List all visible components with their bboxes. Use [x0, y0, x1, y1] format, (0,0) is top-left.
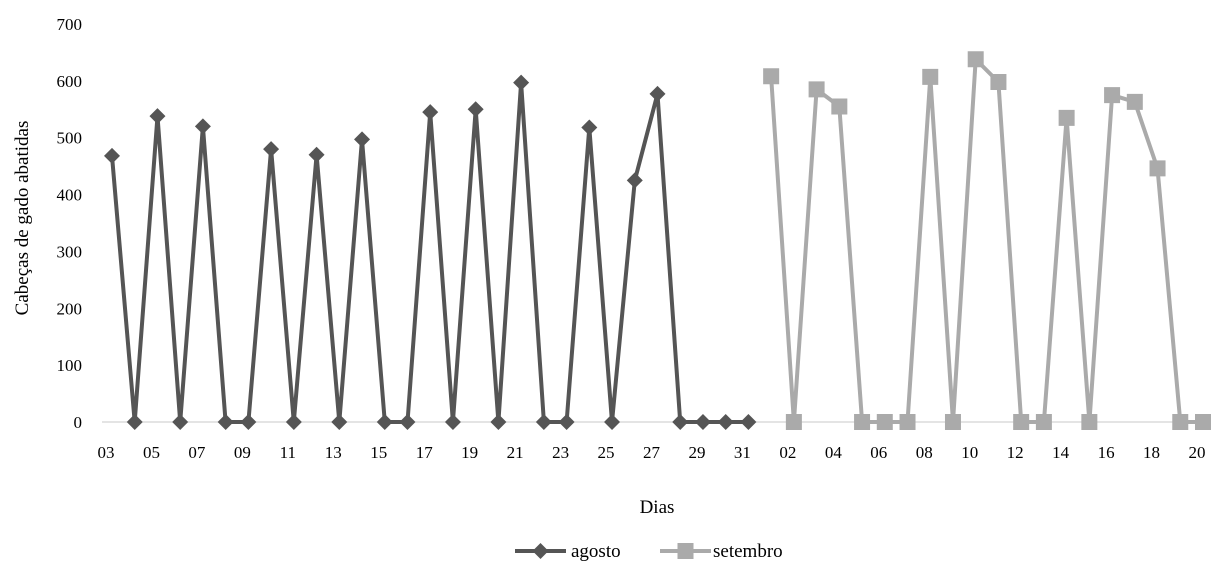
data-point-setembro — [876, 414, 893, 430]
x-tick-label: 11 — [280, 443, 296, 462]
data-point-agosto — [513, 74, 530, 91]
data-point-setembro — [831, 98, 848, 115]
x-tick-label: 10 — [961, 443, 978, 462]
x-tick-label: 14 — [1052, 443, 1070, 462]
y-tick-label: 300 — [57, 242, 83, 261]
data-point-agosto — [354, 131, 371, 148]
data-point-agosto — [740, 414, 757, 430]
data-point-agosto — [490, 414, 507, 430]
data-point-agosto — [626, 172, 643, 189]
data-point-agosto — [172, 414, 189, 430]
x-tick-label: 09 — [234, 443, 251, 462]
data-point-agosto — [285, 414, 302, 430]
data-point-agosto — [604, 414, 621, 430]
data-point-agosto — [240, 414, 257, 430]
x-tick-label: 15 — [370, 443, 387, 462]
data-point-setembro — [967, 51, 984, 68]
x-tick-label: 25 — [598, 443, 615, 462]
data-point-setembro — [763, 68, 780, 85]
legend-item-setembro: setembro — [660, 541, 783, 562]
x-tick-label: 03 — [98, 443, 115, 462]
data-point-setembro — [990, 73, 1007, 90]
x-axis-ticks: 03 05 07 09 11 13 15 17 19 21 23 25 27 29 31 02 04 06 08 10… — [98, 443, 1206, 462]
data-point-setembro — [899, 414, 916, 430]
x-tick-label: 12 — [1007, 443, 1024, 462]
data-point-setembro — [1013, 414, 1030, 430]
legend-label-setembro: setembro — [713, 541, 783, 562]
data-point-agosto — [581, 119, 598, 136]
x-tick-label: 05 — [143, 443, 160, 462]
data-point-setembro — [1149, 160, 1166, 177]
x-tick-label: 27 — [643, 443, 661, 462]
data-point-agosto — [444, 414, 461, 430]
data-point-setembro — [854, 414, 871, 430]
legend-label-agosto: agosto — [571, 541, 621, 562]
x-tick-label: 07 — [188, 443, 206, 462]
y-tick-label: 700 — [57, 15, 83, 34]
data-point-setembro — [1195, 414, 1211, 430]
data-point-agosto — [217, 414, 234, 430]
x-tick-label: 19 — [461, 443, 478, 462]
series-agosto — [104, 74, 757, 430]
data-point-setembro — [922, 68, 939, 85]
y-tick-label: 0 — [74, 413, 83, 432]
data-point-setembro — [944, 414, 961, 430]
data-point-agosto — [672, 414, 689, 430]
legend-item-agosto: agosto — [515, 541, 621, 562]
data-point-setembro — [1126, 93, 1143, 110]
x-tick-label: 23 — [552, 443, 569, 462]
data-point-agosto — [376, 414, 393, 430]
x-tick-label: 20 — [1189, 443, 1206, 462]
data-point-setembro — [785, 414, 802, 430]
data-point-setembro — [808, 81, 825, 98]
data-point-agosto — [149, 108, 166, 125]
data-point-agosto — [331, 414, 348, 430]
x-axis-title: Dias — [640, 497, 675, 518]
y-tick-label: 500 — [57, 129, 83, 148]
x-tick-label: 18 — [1143, 443, 1160, 462]
x-tick-label: 04 — [825, 443, 843, 462]
series-line-agosto — [110, 80, 749, 424]
x-tick-label: 02 — [779, 443, 796, 462]
data-point-setembro — [1081, 414, 1098, 430]
x-tick-label: 16 — [1098, 443, 1115, 462]
y-tick-label: 200 — [57, 299, 83, 318]
data-point-agosto — [694, 414, 711, 430]
data-point-agosto — [649, 85, 666, 102]
legend-marker-setembro — [677, 543, 694, 559]
data-point-setembro — [1058, 109, 1075, 126]
data-point-agosto — [717, 414, 734, 430]
x-tick-label: 06 — [870, 443, 887, 462]
legend: agosto setembro — [515, 541, 783, 562]
x-tick-label: 29 — [688, 443, 705, 462]
x-tick-label: 13 — [325, 443, 342, 462]
data-point-agosto — [467, 101, 484, 118]
y-axis-title: Cabeças de gado abatidas — [12, 121, 33, 316]
x-tick-label: 31 — [734, 443, 751, 462]
legend-marker-agosto — [532, 543, 549, 559]
y-axis-ticks: 0 100 200 300 400 500 600 700 — [57, 15, 83, 432]
data-point-agosto — [104, 147, 120, 164]
data-point-agosto — [194, 118, 211, 135]
data-point-agosto — [422, 104, 439, 121]
data-point-agosto — [263, 141, 280, 158]
data-point-agosto — [126, 414, 143, 430]
data-point-agosto — [308, 146, 325, 163]
data-point-setembro — [1035, 414, 1052, 430]
x-tick-label: 08 — [916, 443, 933, 462]
y-tick-label: 100 — [57, 356, 83, 375]
data-point-setembro — [1172, 414, 1189, 430]
data-point-agosto — [399, 414, 416, 430]
data-point-agosto — [558, 414, 575, 430]
series-setembro — [763, 51, 1211, 430]
y-tick-label: 400 — [57, 186, 83, 205]
data-point-agosto — [535, 414, 552, 430]
x-tick-label: 21 — [507, 443, 524, 462]
y-tick-label: 600 — [57, 72, 83, 91]
series-layer — [104, 51, 1211, 430]
data-point-setembro — [1104, 87, 1121, 104]
x-tick-label: 17 — [416, 443, 434, 462]
